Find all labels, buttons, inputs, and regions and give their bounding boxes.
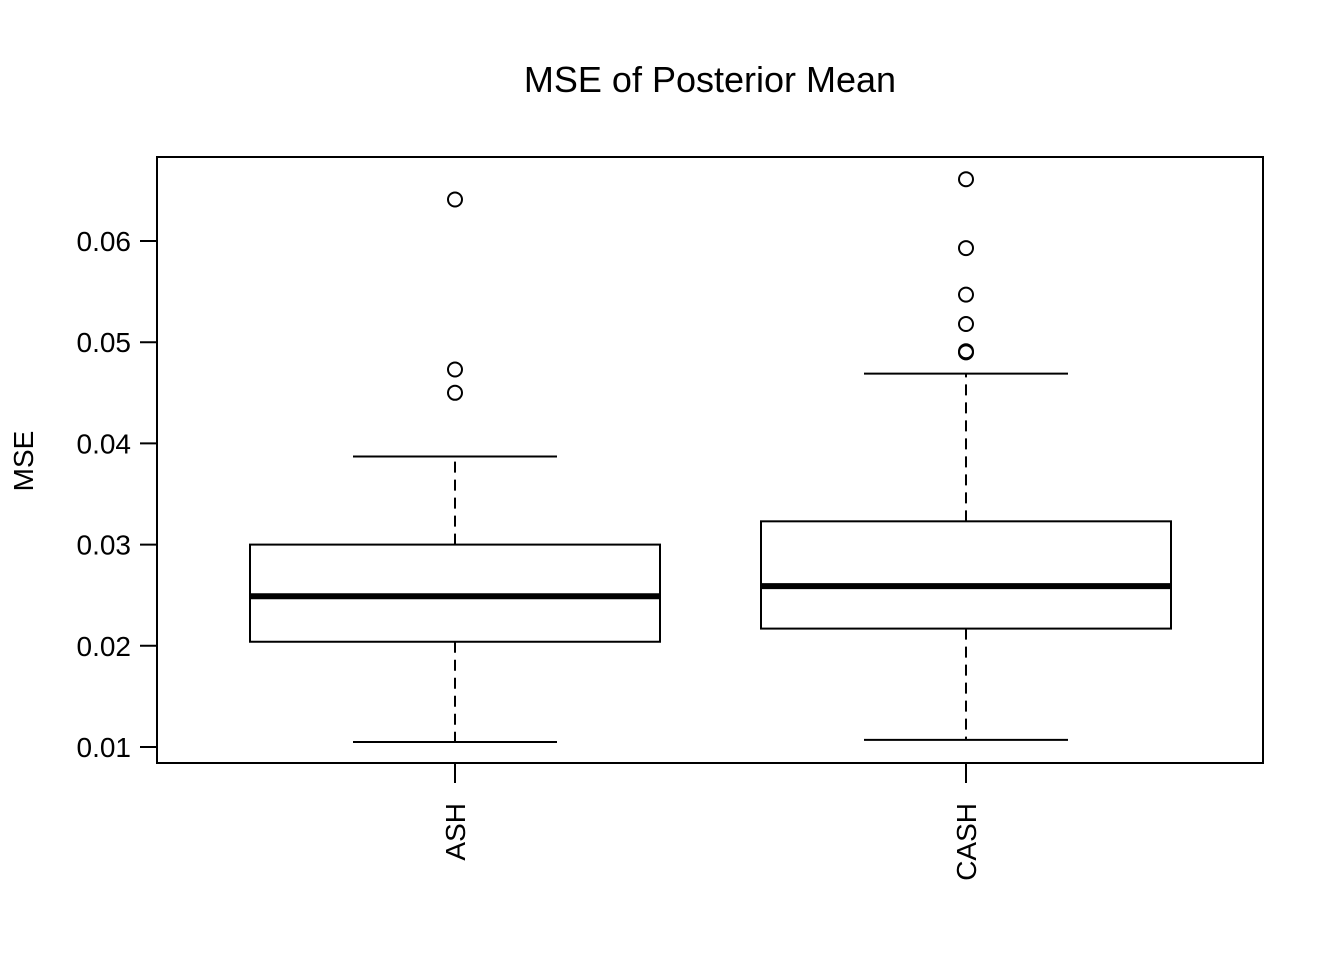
- boxes: [249, 171, 1172, 743]
- outlier-point: [958, 286, 974, 303]
- x-axis: ASH CASH: [440, 763, 982, 881]
- y-tick-label: 0.06: [77, 226, 132, 257]
- outlier-point: [447, 191, 463, 208]
- outlier-point: [958, 171, 974, 188]
- y-tick-label: 0.01: [77, 732, 132, 763]
- outlier-point: [447, 361, 463, 378]
- outlier-point: [958, 240, 974, 257]
- y-tick-label: 0.02: [77, 631, 132, 662]
- y-axis: 0.01 0.02 0.03 0.04 0.05 0.06: [77, 226, 157, 763]
- box-cash: [760, 171, 1172, 741]
- x-tick-label: CASH: [951, 803, 982, 881]
- plot-frame: [156, 156, 1264, 764]
- box-ash: [249, 191, 661, 743]
- y-axis-label: MSE: [8, 431, 39, 492]
- x-tick-label: ASH: [440, 803, 471, 861]
- iqr-box: [760, 520, 1172, 630]
- chart-title: MSE of Posterior Mean: [524, 59, 896, 100]
- y-tick-label: 0.05: [77, 327, 132, 358]
- outlier-point: [958, 315, 974, 332]
- iqr-box: [249, 543, 661, 643]
- y-tick-label: 0.04: [77, 428, 132, 459]
- y-tick-label: 0.03: [77, 530, 132, 561]
- outlier-point: [447, 384, 463, 401]
- outlier-point: [958, 343, 974, 360]
